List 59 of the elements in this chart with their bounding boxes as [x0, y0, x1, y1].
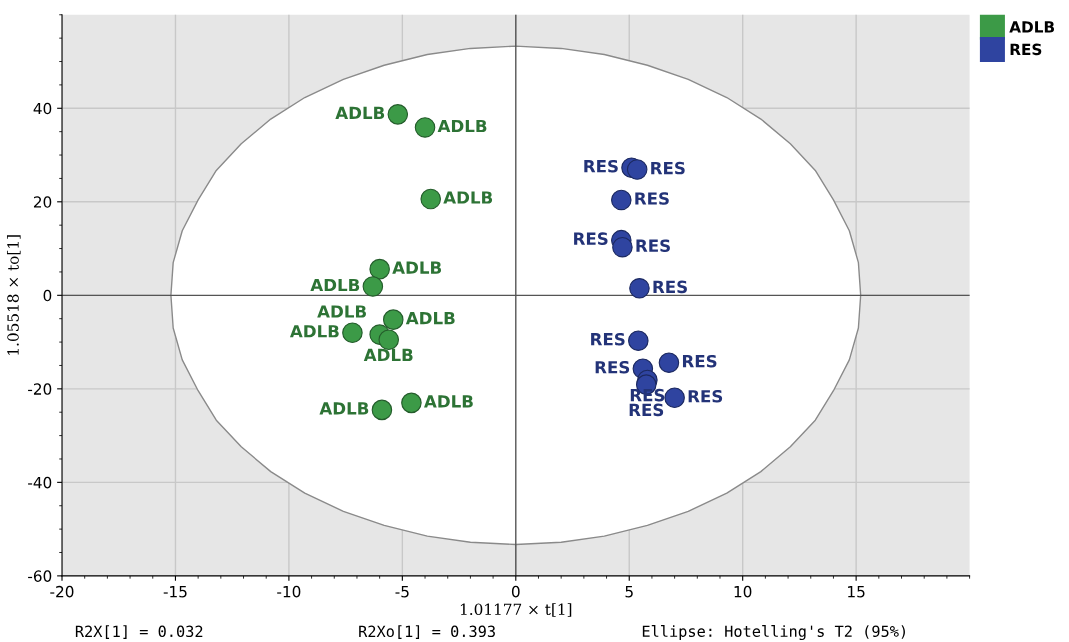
x-tick-label: 15 [848, 586, 865, 598]
data-label: ADLB [363, 348, 413, 362]
data-label: ADLB [335, 106, 385, 119]
data-label: ADLB [405, 312, 455, 325]
data-label: ADLB [424, 395, 473, 408]
point [342, 322, 363, 344]
data-label: ADLB [289, 325, 339, 338]
point [371, 399, 393, 421]
text: Ellipse: Hotelling's T2 (95%) [642, 625, 905, 641]
legend-label: ADLB [1009, 21, 1055, 33]
point [611, 189, 632, 211]
data-label: RES [591, 332, 625, 346]
point [387, 104, 409, 125]
data-label: ADLB [310, 278, 360, 292]
data-label: RES [651, 161, 685, 175]
point [612, 236, 633, 258]
x-axis-title: 1.01177 × t[1] [460, 603, 572, 617]
data-label: ADLB [443, 191, 493, 204]
data-label: ADLB [319, 402, 369, 415]
point [369, 258, 390, 280]
x-tick-label: 10 [734, 585, 752, 598]
data-label: RES [574, 232, 608, 245]
data-label: ADLB [392, 261, 442, 274]
point [420, 188, 441, 210]
point [401, 392, 422, 414]
x-tick-label: -20 [50, 585, 74, 598]
data-label: RES [682, 354, 717, 368]
y-tick-label: -40 [28, 476, 52, 489]
x-tick-label: -10 [277, 585, 301, 598]
x-tick-label: -5 [395, 586, 409, 598]
data-label: RES [636, 239, 670, 252]
y-tick-label: 20 [33, 196, 52, 208]
text: R2X[1] = 0.032 [75, 625, 203, 639]
data-label: RES [653, 280, 687, 294]
data-label: RES [595, 360, 630, 374]
data-label: RES [584, 159, 618, 173]
data-label: ADLB [317, 305, 366, 318]
x-tick-label: -15 [163, 586, 187, 598]
point [628, 330, 649, 351]
text: R2Xo[1] = 0.393 [359, 625, 495, 639]
y-axis-title: 1.05518 × to[1] [6, 235, 21, 355]
point [414, 117, 436, 138]
y-tick-label: 40 [33, 102, 52, 115]
legend-label: RES [1010, 43, 1042, 56]
x-tick-label: 0 [511, 585, 520, 598]
point [362, 276, 384, 297]
y-tick-label: -60 [28, 570, 52, 582]
point [664, 387, 685, 408]
y-tick-label: -20 [28, 383, 52, 395]
point [658, 352, 680, 373]
data-label: RES [688, 389, 723, 403]
data-label: RES [635, 192, 669, 205]
y-tick-label: 0 [43, 289, 52, 302]
point [382, 309, 404, 330]
data-label: ADLB [437, 119, 487, 133]
point [626, 159, 648, 180]
point [629, 278, 650, 299]
x-tick-label: 5 [625, 586, 633, 598]
data-label: RES [629, 403, 664, 417]
